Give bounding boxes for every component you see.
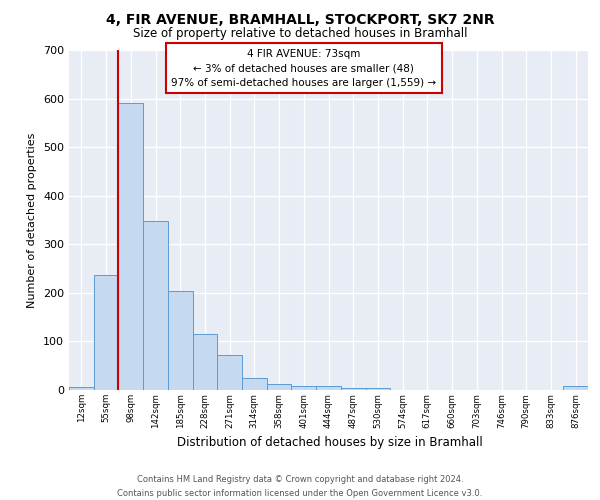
Bar bbox=[292, 386, 316, 390]
Bar bbox=[143, 221, 168, 390]
Text: 4, FIR AVENUE, BRAMHALL, STOCKPORT, SK7 2NR: 4, FIR AVENUE, BRAMHALL, STOCKPORT, SK7 … bbox=[106, 12, 494, 26]
Y-axis label: Number of detached properties: Number of detached properties bbox=[28, 132, 37, 308]
Bar bbox=[217, 355, 242, 390]
Bar bbox=[267, 384, 292, 390]
Text: 4 FIR AVENUE: 73sqm
← 3% of detached houses are smaller (48)
97% of semi-detache: 4 FIR AVENUE: 73sqm ← 3% of detached hou… bbox=[171, 48, 436, 88]
Bar bbox=[242, 378, 267, 390]
Bar bbox=[193, 334, 217, 390]
Bar bbox=[563, 386, 588, 390]
Bar bbox=[94, 275, 118, 390]
Text: Size of property relative to detached houses in Bramhall: Size of property relative to detached ho… bbox=[133, 28, 467, 40]
Bar bbox=[118, 104, 143, 390]
Bar bbox=[316, 386, 341, 390]
Bar bbox=[168, 292, 193, 390]
Bar bbox=[365, 388, 390, 390]
Bar bbox=[69, 387, 94, 390]
Text: Distribution of detached houses by size in Bramhall: Distribution of detached houses by size … bbox=[177, 436, 483, 449]
Text: Contains HM Land Registry data © Crown copyright and database right 2024.
Contai: Contains HM Land Registry data © Crown c… bbox=[118, 476, 482, 498]
Bar bbox=[341, 388, 365, 390]
